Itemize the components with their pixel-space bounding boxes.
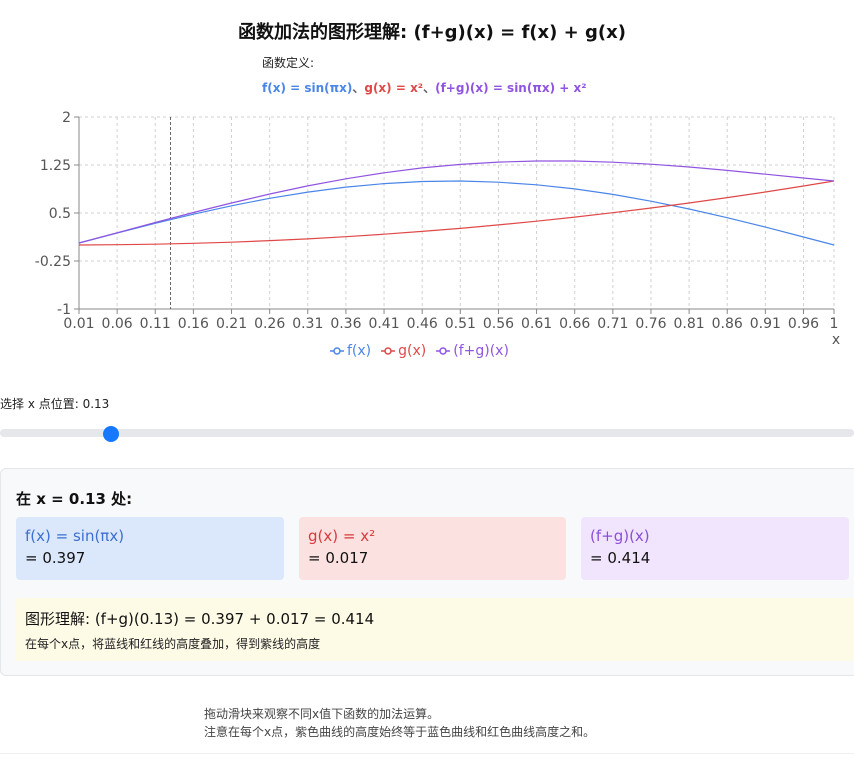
y-tick-label: -0.25	[35, 254, 71, 270]
x-tick-label: 0.06	[102, 316, 133, 332]
f-card-name: f(x) = sin(πx)	[25, 527, 125, 545]
legend-line-marker-icon	[436, 347, 451, 355]
explanation-note: 在每个x点，将蓝线和红线的高度叠加，得到紫线的高度	[25, 637, 321, 651]
legend-line-marker-icon	[330, 347, 344, 355]
sum-card-name: (f+g)(x)	[590, 527, 650, 545]
sum-card-value: = 0.414	[590, 549, 651, 567]
x-tick-label: 0.56	[483, 316, 514, 332]
sum-value-card: (f+g)(x) = 0.414	[581, 517, 849, 580]
series-line-0	[78, 180, 835, 246]
g-card-value: = 0.017	[308, 549, 369, 567]
def-sep-2: 、	[423, 81, 436, 95]
x-tick-label: 0.11	[140, 316, 171, 332]
x-tick-label: 0.81	[674, 316, 705, 332]
x-tick-label: 0.31	[292, 316, 323, 332]
definitions-heading: 函数定义:	[262, 56, 315, 70]
x-tick-label: 0.46	[407, 316, 438, 332]
definitions-line: f(x) = sin(πx)、g(x) = x²、(f+g)(x) = sin(…	[262, 79, 586, 96]
footer-notes: 拖动滑块来观察不同x值下函数的加法运算。 注意在每个x点，紫色曲线的高度始终等于…	[204, 705, 595, 741]
x-tick-label: 0.66	[559, 316, 590, 332]
def-f: f(x) = sin(πx)	[262, 81, 353, 95]
x-tick-label: 1	[830, 316, 839, 332]
f-value-card: f(x) = sin(πx) = 0.397	[16, 517, 284, 580]
footer-divider	[0, 753, 854, 754]
legend-item-f[interactable]: f(x)	[330, 343, 371, 359]
y-tick-label: -1	[57, 302, 71, 318]
results-panel: 在 x = 0.13 处: f(x) = sin(πx) = 0.397 g(x…	[0, 468, 854, 676]
g-card-name: g(x) = x²	[308, 527, 376, 545]
x-slider-track[interactable]	[0, 429, 854, 437]
chart-legend: f(x) g(x) (f+g)(x)	[330, 343, 509, 359]
legend-line-marker-icon	[381, 347, 396, 355]
g-value-card: g(x) = x² = 0.017	[299, 517, 566, 580]
results-heading: 在 x = 0.13 处:	[16, 490, 133, 508]
x-tick-label: 0.91	[750, 316, 781, 332]
page-title: 函数加法的图形理解: (f+g)(x) = f(x) + g(x)	[238, 22, 626, 43]
x-slider-thumb[interactable]	[102, 426, 119, 442]
slider-label: 选择 x 点位置: 0.13	[0, 397, 110, 411]
x-tick-label: 0.86	[712, 316, 743, 332]
x-tick-label: 0.76	[635, 316, 666, 332]
y-tick-label: 0.5	[49, 206, 71, 222]
x-tick-label: 0.36	[330, 316, 361, 332]
legend-item-g[interactable]: g(x)	[381, 343, 426, 359]
def-sum: (f+g)(x) = sin(πx) + x²	[435, 81, 587, 95]
x-tick-label: 0.41	[368, 316, 399, 332]
f-card-value: = 0.397	[25, 549, 86, 567]
legend-label-g: g(x)	[398, 343, 427, 359]
explanation-equation: 图形理解: (f+g)(0.13) = 0.397 + 0.017 = 0.41…	[25, 610, 375, 628]
def-g: g(x) = x²	[364, 81, 424, 95]
footer-line-2: 注意在每个x点，紫色曲线的高度始终等于蓝色曲线和红色曲线高度之和。	[204, 725, 596, 739]
x-tick-label: 0.51	[445, 316, 476, 332]
y-tick-label: 1.25	[40, 158, 71, 174]
x-tick-label: 0.61	[521, 316, 552, 332]
legend-item-sum[interactable]: (f+g)(x)	[436, 343, 509, 359]
x-axis-label: x	[832, 332, 840, 348]
series-line-2	[78, 160, 835, 244]
footer-line-1: 拖动滑块来观察不同x值下函数的加法运算。	[204, 707, 440, 721]
x-tick-label: 0.16	[178, 316, 209, 332]
graphical-explanation: 图形理解: (f+g)(0.13) = 0.397 + 0.017 = 0.41…	[15, 598, 854, 661]
legend-label-sum: (f+g)(x)	[453, 343, 509, 359]
definitions: 函数定义: f(x) = sin(πx)、g(x) = x²、(f+g)(x) …	[262, 54, 586, 96]
legend-label-f: f(x)	[347, 343, 372, 359]
series-line-1	[78, 180, 835, 246]
x-tick-label: 0.96	[788, 316, 819, 332]
def-sep-1: 、	[352, 81, 365, 95]
y-tick-label: 2	[62, 110, 71, 126]
x-tick-label: 0.71	[597, 316, 628, 332]
x-tick-label: 0.26	[254, 316, 285, 332]
x-tick-label: 0.01	[63, 316, 94, 332]
function-chart: 0.01 0.06 0.11 0.16 0.21 0.26 0.31 0.36 0.41 0.46…	[35, 110, 840, 348]
x-tick-label: 0.21	[216, 316, 247, 332]
